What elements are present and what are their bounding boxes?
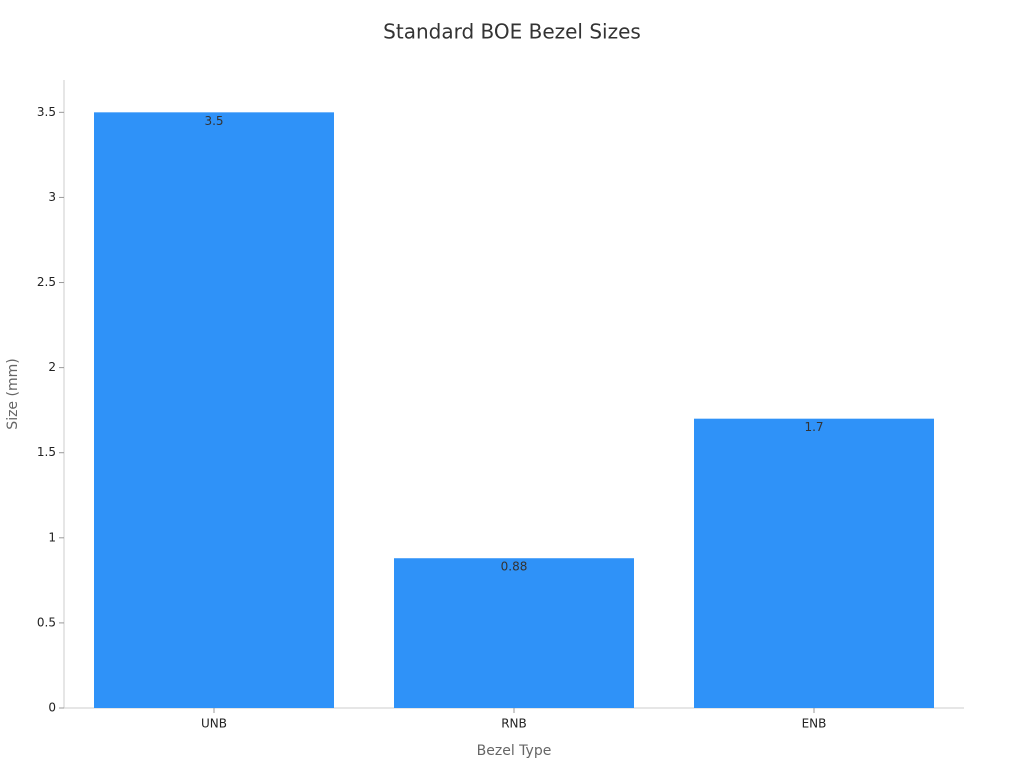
x-tick-label: UNB: [201, 717, 227, 731]
y-tick-label: 3.5: [37, 105, 56, 119]
y-tick-label: 0: [48, 701, 56, 715]
y-tick-label: 2.5: [37, 275, 56, 289]
bar: [94, 112, 334, 708]
x-axis-label: Bezel Type: [477, 743, 552, 759]
data-label: 1.7: [804, 420, 823, 434]
chart-title: Standard BOE Bezel Sizes: [383, 20, 641, 44]
y-tick-label: 1.5: [37, 445, 56, 459]
bar: [694, 418, 934, 708]
y-axis-label: Size (mm): [5, 358, 21, 429]
y-tick-label: 2: [48, 360, 56, 374]
data-label: 3.5: [204, 114, 223, 128]
bar: [394, 558, 634, 708]
y-tick-label: 0.5: [37, 615, 56, 629]
y-tick-label: 3: [48, 190, 56, 204]
y-tick-label: 1: [48, 530, 56, 544]
x-tick-label: ENB: [802, 717, 827, 731]
x-tick-label: RNB: [501, 717, 527, 731]
data-label: 0.88: [501, 560, 528, 574]
